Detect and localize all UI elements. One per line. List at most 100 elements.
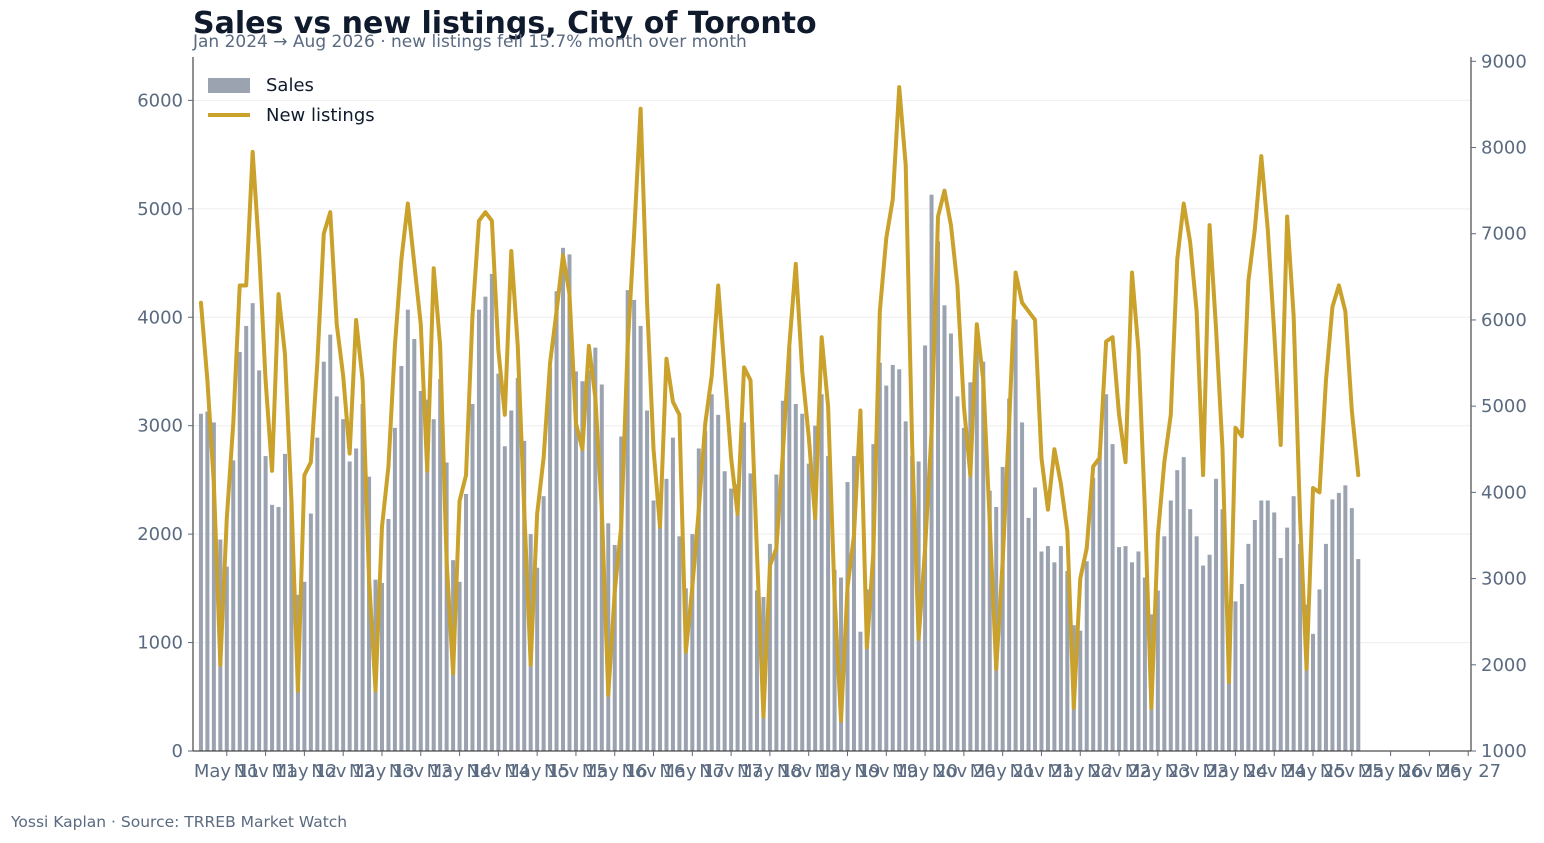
sales-bar <box>1214 478 1219 751</box>
sales-bar <box>561 247 566 751</box>
sales-bar <box>813 425 818 751</box>
sales-bar <box>354 448 359 751</box>
sales-bar <box>541 496 546 751</box>
sales-bar <box>347 461 352 751</box>
sales-bar <box>1356 559 1361 751</box>
new-listings-line <box>198 85 1361 723</box>
chart-title: Sales vs new listings, City of Toronto <box>193 6 817 41</box>
sales-bar <box>774 474 779 751</box>
x-tick-label: May 23 <box>1125 761 1191 782</box>
sales-bar <box>1032 487 1038 751</box>
sales-bar <box>470 404 475 751</box>
sales-bar <box>632 299 637 751</box>
sales-bar <box>619 436 624 751</box>
sales-bar <box>1239 584 1244 751</box>
sales-bar <box>1265 500 1270 751</box>
sales-bar <box>703 431 708 751</box>
sales-bar <box>1129 562 1134 751</box>
sales-bar <box>522 440 527 751</box>
y-left-tick-label: 1000 <box>137 633 183 654</box>
sales-bar <box>1201 565 1206 751</box>
sales-bar <box>593 347 598 751</box>
x-tick-label: May 12 <box>271 761 337 782</box>
sales-bar <box>787 347 792 751</box>
sales-bar <box>496 373 501 751</box>
sales-bar <box>851 456 856 751</box>
x-tick-label: Nov 22 <box>1087 761 1151 782</box>
sales-bar <box>412 338 417 751</box>
sales-bar <box>1311 633 1316 751</box>
sales-bar <box>864 589 869 751</box>
sales-bar <box>270 504 275 751</box>
y-left-tick-label: 4000 <box>137 307 183 328</box>
sales-bar <box>276 507 281 751</box>
y-left-tick-label: 5000 <box>137 199 183 220</box>
sales-bar <box>638 325 643 751</box>
sales-bar <box>890 364 895 751</box>
y-right-tick-label: 9000 <box>1481 51 1527 72</box>
x-tick-label: May 17 <box>659 761 725 782</box>
x-tick-label: May 18 <box>737 761 803 782</box>
sales-bars <box>198 194 1361 751</box>
sales-bar <box>1181 457 1186 751</box>
x-tick-label: Nov 21 <box>1010 761 1074 782</box>
sales-bar <box>735 484 740 751</box>
sales-bar <box>974 338 979 751</box>
sales-bar <box>1020 422 1025 751</box>
sales-bar <box>903 421 908 751</box>
y-right-tick-label: 6000 <box>1481 310 1527 331</box>
sales-bar <box>1194 536 1199 751</box>
sales-bar <box>599 384 604 751</box>
sales-bar <box>606 523 611 751</box>
sales-bar <box>289 500 294 751</box>
sales-bar <box>612 544 617 751</box>
sales-bar <box>425 399 430 751</box>
sales-bar <box>1162 536 1167 751</box>
sales-bar <box>205 411 210 751</box>
sales-bar <box>696 448 701 751</box>
sales-bar <box>489 273 494 751</box>
x-tick-label: May 13 <box>349 761 415 782</box>
x-tick-label: Nov 14 <box>466 761 530 782</box>
sales-bar <box>386 518 391 751</box>
sales-bar <box>509 410 514 751</box>
sales-bar <box>871 444 876 751</box>
sales-bar <box>1104 394 1109 751</box>
sales-bar <box>806 463 811 751</box>
sales-bar <box>1136 551 1141 751</box>
sales-bar <box>1278 557 1283 751</box>
sales-bar <box>1007 398 1012 751</box>
listings-line-group <box>198 85 1361 723</box>
y-right-tick-label: 4000 <box>1481 482 1527 503</box>
sales-bar <box>1252 520 1257 751</box>
sales-bar <box>1175 470 1180 751</box>
sales-bar <box>1343 485 1348 751</box>
sales-bar <box>250 303 255 751</box>
sales-bar <box>910 456 915 751</box>
sales-bar <box>709 394 714 751</box>
sales-bar <box>625 290 630 751</box>
legend-label-new-listings: New listings <box>266 104 375 126</box>
sales-bar <box>535 567 540 751</box>
sales-bar <box>936 241 941 751</box>
sales-bar <box>858 631 863 751</box>
sales-bar <box>1013 319 1018 751</box>
sales-bar <box>716 414 721 751</box>
sales-bar <box>664 478 669 751</box>
sales-bar <box>282 453 287 751</box>
x-tick-label: Nov 24 <box>1242 761 1306 782</box>
legend: Sales New listings <box>208 70 375 130</box>
sales-bar <box>1117 547 1122 751</box>
sales-bar <box>1026 517 1031 751</box>
sales-bar <box>1291 496 1296 751</box>
sales-bar <box>1000 466 1005 751</box>
sales-bar <box>651 500 656 751</box>
sales-bar <box>328 334 333 751</box>
sales-bar <box>1039 551 1044 751</box>
sales-bar <box>308 513 313 751</box>
sales-bar <box>1097 451 1102 751</box>
sales-bar <box>399 366 404 751</box>
sales-bar <box>392 427 397 751</box>
y-left-tick-label: 3000 <box>137 416 183 437</box>
